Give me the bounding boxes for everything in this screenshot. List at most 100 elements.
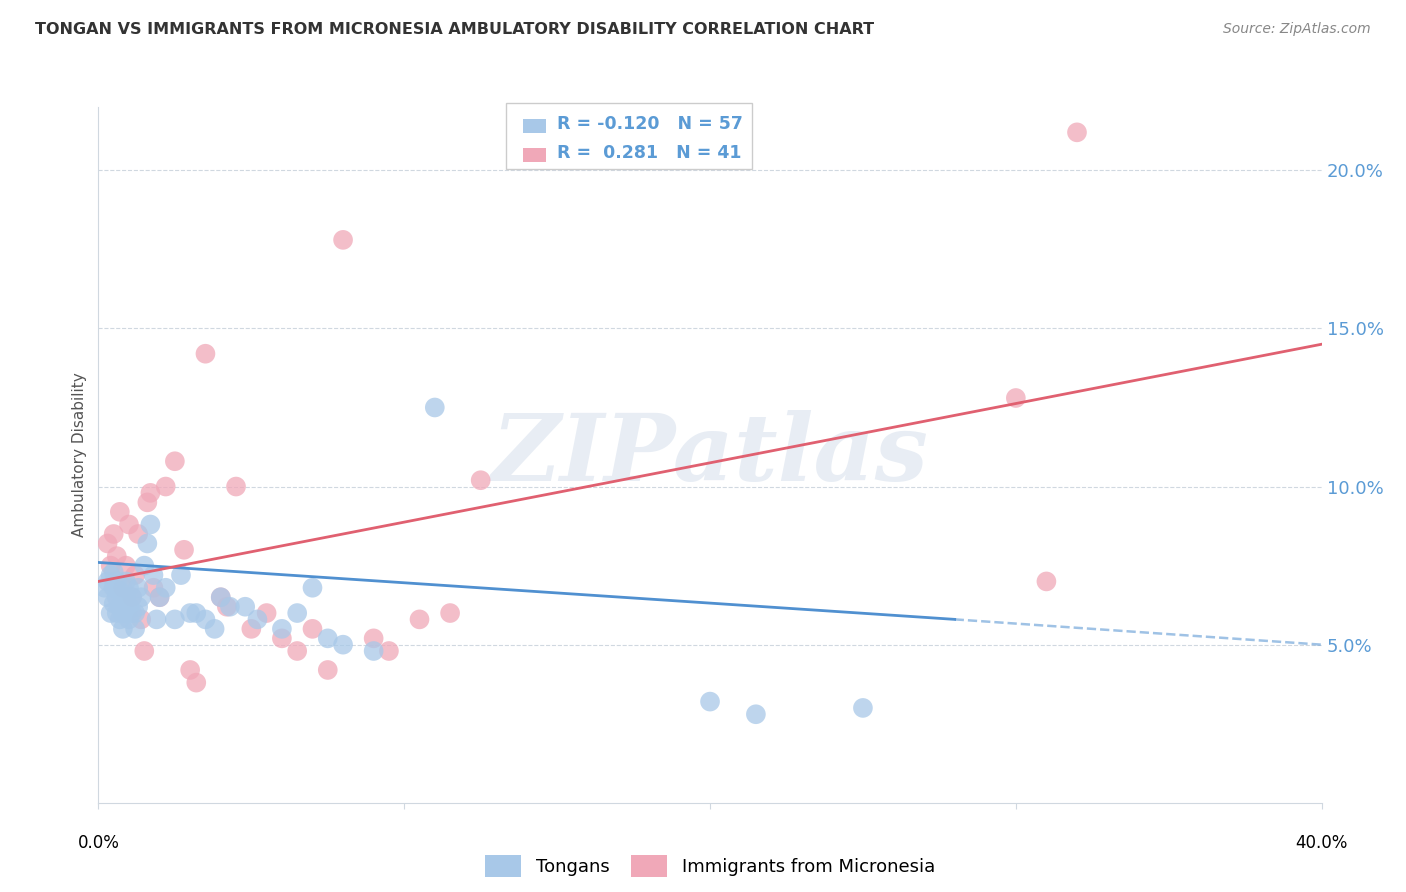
Point <box>127 599 149 614</box>
Point <box>285 644 308 658</box>
Point <box>111 581 134 595</box>
Point <box>108 583 131 598</box>
Point <box>363 644 385 658</box>
Point <box>105 574 128 589</box>
Point <box>105 591 128 605</box>
Point <box>108 599 131 614</box>
Point <box>134 644 156 658</box>
Point <box>173 542 195 557</box>
Point <box>103 581 125 595</box>
Point <box>127 527 149 541</box>
Point <box>115 574 138 589</box>
Point <box>163 454 186 468</box>
Point <box>332 638 354 652</box>
Point <box>316 632 339 646</box>
Point <box>1035 574 1057 589</box>
Point <box>129 591 152 605</box>
Text: 40.0%: 40.0% <box>1295 834 1348 852</box>
Point <box>256 606 278 620</box>
Point <box>136 495 159 509</box>
Point <box>225 479 247 493</box>
Point <box>121 591 143 605</box>
Point <box>136 536 159 550</box>
Point <box>103 565 125 579</box>
Point <box>111 591 134 605</box>
Point <box>1066 125 1088 139</box>
Point <box>121 591 143 605</box>
Point <box>97 591 120 605</box>
Point <box>270 632 292 646</box>
Point <box>423 401 446 415</box>
Text: Source: ZipAtlas.com: Source: ZipAtlas.com <box>1223 22 1371 37</box>
Point <box>301 581 323 595</box>
Point <box>124 568 146 582</box>
Point <box>439 606 461 620</box>
Point <box>121 606 143 620</box>
Point <box>194 612 217 626</box>
Point <box>118 517 141 532</box>
Point <box>155 479 177 493</box>
Point <box>139 486 162 500</box>
Point <box>124 622 146 636</box>
Point <box>100 606 122 620</box>
Point <box>246 612 269 626</box>
Point <box>699 695 721 709</box>
Point <box>149 591 172 605</box>
Point <box>378 644 401 658</box>
Point <box>145 612 167 626</box>
Point <box>194 347 217 361</box>
Point <box>139 517 162 532</box>
Point <box>97 574 120 589</box>
Point <box>233 599 256 614</box>
Point <box>105 606 128 620</box>
Point <box>115 558 138 573</box>
Text: ZIPatlas: ZIPatlas <box>492 410 928 500</box>
Point <box>408 612 430 626</box>
Point <box>118 581 141 595</box>
Point <box>179 606 201 620</box>
Point <box>124 606 146 620</box>
Point <box>118 599 141 614</box>
Point <box>93 581 115 595</box>
Text: 0.0%: 0.0% <box>77 834 120 852</box>
Point <box>204 622 226 636</box>
Point <box>118 612 141 626</box>
Point <box>97 536 120 550</box>
Point <box>155 581 177 595</box>
Point <box>285 606 308 620</box>
Legend: Tongans, Immigrants from Micronesia: Tongans, Immigrants from Micronesia <box>478 847 942 884</box>
Point <box>186 675 208 690</box>
Point <box>111 622 134 636</box>
Point <box>100 568 122 582</box>
Point <box>745 707 768 722</box>
Point <box>209 591 232 605</box>
Text: R = -0.120   N = 57: R = -0.120 N = 57 <box>557 115 742 133</box>
Text: R =  0.281   N = 41: R = 0.281 N = 41 <box>557 144 741 161</box>
Point <box>219 599 242 614</box>
Point <box>163 612 186 626</box>
Point <box>470 473 492 487</box>
Point <box>134 558 156 573</box>
Point <box>108 612 131 626</box>
Point <box>363 632 385 646</box>
Point <box>316 663 339 677</box>
Point <box>127 581 149 595</box>
Point <box>115 606 138 620</box>
Point <box>105 549 128 563</box>
Point <box>149 591 172 605</box>
Point <box>852 701 875 715</box>
Point <box>240 622 263 636</box>
Point <box>1004 391 1026 405</box>
Point <box>100 558 122 573</box>
Point <box>111 606 134 620</box>
Point <box>103 597 125 611</box>
Point <box>332 233 354 247</box>
Point <box>186 606 208 620</box>
Point <box>179 663 201 677</box>
Point <box>209 591 232 605</box>
Point <box>270 622 292 636</box>
Y-axis label: Ambulatory Disability: Ambulatory Disability <box>72 373 87 537</box>
Point <box>142 581 165 595</box>
Point <box>301 622 323 636</box>
Point <box>129 612 152 626</box>
